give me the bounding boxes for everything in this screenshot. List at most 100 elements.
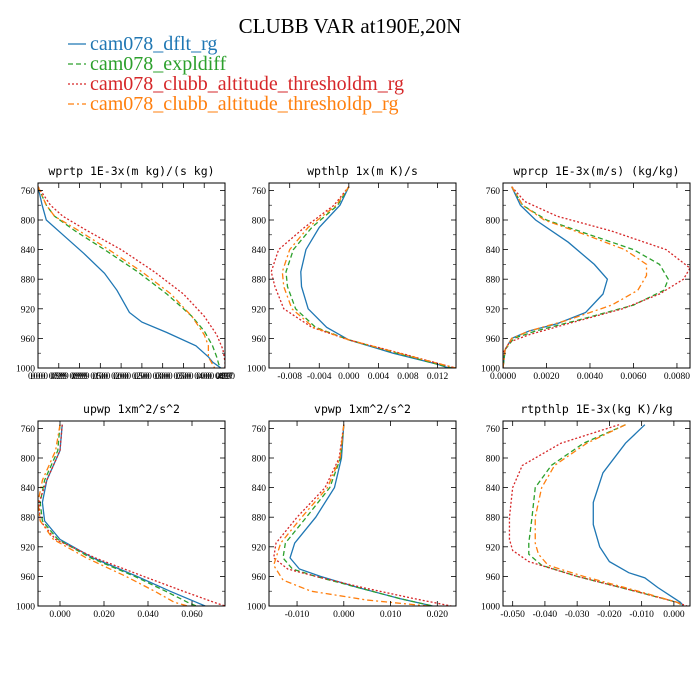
- x-tick-label: 0.0250000: [132, 372, 152, 382]
- x-tick-label: 0.008: [397, 372, 419, 382]
- plot-frame: [268, 182, 457, 369]
- series-line: [272, 424, 452, 606]
- plot-frame: [37, 182, 226, 369]
- series-line: [39, 424, 197, 606]
- legend-entry: cam078_clubb_altitude_thresholdm_rg: [90, 73, 404, 95]
- series-line: [38, 186, 216, 368]
- x-tick-label: 0.040: [137, 610, 159, 620]
- chart-panel: wprcp 1E-3x(m/s) (kg/kg) 760 800 840 880 920 9…: [481, 164, 691, 382]
- y-tick-label: 800: [21, 455, 36, 465]
- chart-panel: rtpthlp 1E-3x(kg K)/kg 760 800 840 880 920 960…: [481, 402, 691, 620]
- x-tick-label: 0.000: [49, 610, 71, 620]
- x-tick-label: 0.0040: [577, 372, 603, 382]
- x-tick-label: 0.010: [380, 610, 402, 620]
- x-tick-label: 0.000: [663, 610, 685, 620]
- series-line: [289, 424, 433, 606]
- x-tick-label: 0.012: [427, 372, 449, 382]
- y-tick-label: 840: [21, 246, 36, 256]
- y-tick-label: 800: [21, 217, 36, 227]
- x-tick-label: 0.020: [93, 610, 115, 620]
- y-tick-label: 920: [21, 543, 36, 553]
- series-line: [38, 186, 225, 368]
- x-tick-label: 0.0300000: [153, 372, 173, 382]
- series-line: [503, 186, 690, 368]
- x-tick-label: -0.030: [565, 610, 590, 620]
- y-tick-label: 920: [486, 543, 501, 553]
- x-tick-label: 0.000: [333, 610, 355, 620]
- legend: cam078_dflt_rgcam078_expldiffcam078_club…: [68, 33, 404, 115]
- chart-panel: wpthlp 1x(m K)/s 760 800 840 880 920 960 1000 -0…: [247, 164, 457, 382]
- y-tick-label: 800: [486, 455, 501, 465]
- y-tick-label: 1000: [247, 603, 266, 613]
- series-line: [272, 424, 429, 606]
- y-tick-label: 880: [252, 514, 267, 524]
- y-tick-label: 800: [486, 217, 501, 227]
- y-tick-label: 920: [252, 543, 267, 553]
- panel-title: wprcp 1E-3x(m/s) (kg/kg): [513, 164, 679, 178]
- x-tick-label: -0.020: [597, 610, 622, 620]
- x-tick-label: 0.0060: [620, 372, 646, 382]
- y-tick-label: 760: [486, 187, 501, 197]
- series-line: [41, 424, 206, 606]
- series-line: [503, 186, 669, 368]
- x-tick-label: 0.004: [368, 372, 390, 382]
- y-tick-label: 1000: [16, 365, 35, 375]
- y-tick-label: 920: [486, 305, 501, 315]
- series-line: [38, 186, 222, 368]
- x-tick-label: -0.010: [629, 610, 654, 620]
- y-tick-label: 760: [21, 187, 36, 197]
- x-tick-label: -0.050: [500, 610, 525, 620]
- plot-frame: [268, 420, 457, 607]
- x-tick-label: 0.060: [181, 610, 203, 620]
- x-tick-label: 0.0400000: [194, 372, 214, 382]
- y-tick-label: 960: [486, 335, 501, 345]
- y-tick-label: 840: [21, 484, 36, 494]
- y-tick-label: 960: [21, 573, 36, 583]
- series-line: [300, 186, 449, 368]
- panels: wprtp 1E-3x(m kg)/(s kg) 760 800 840 880 920 9…: [16, 164, 691, 620]
- y-tick-label: 880: [486, 514, 501, 524]
- y-tick-label: 800: [252, 217, 267, 227]
- series-line: [282, 424, 433, 606]
- series-line: [503, 186, 648, 368]
- y-tick-label: 760: [252, 187, 267, 197]
- x-tick-label: 0.000000: [28, 372, 48, 382]
- y-tick-label: 840: [486, 484, 501, 494]
- panel-title: upwp 1xm^2/s^2: [83, 402, 180, 416]
- y-tick-label: 840: [252, 246, 267, 256]
- series-line: [528, 424, 684, 606]
- series-line: [534, 424, 684, 606]
- y-tick-label: 960: [252, 573, 267, 583]
- series-line: [285, 186, 453, 368]
- x-tick-label: -0.008: [277, 372, 302, 382]
- panel-title: vpwp 1xm^2/s^2: [314, 402, 411, 416]
- series-line: [38, 424, 225, 606]
- series-line: [503, 186, 609, 368]
- legend-entry: cam078_expldiff: [90, 53, 227, 75]
- x-tick-label: 0.000: [338, 372, 360, 382]
- y-tick-label: 760: [252, 425, 267, 435]
- y-tick-label: 880: [486, 276, 501, 286]
- x-tick-label: 0.0000: [490, 372, 516, 382]
- panel-title: wprtp 1E-3x(m kg)/(s kg): [48, 164, 214, 178]
- y-tick-label: 1000: [481, 365, 500, 375]
- series-line: [38, 424, 188, 606]
- x-tick-label: 0.0080: [664, 372, 690, 382]
- legend-entry: cam078_dflt_rg: [90, 33, 217, 55]
- y-tick-label: 1000: [481, 603, 500, 613]
- x-tick-label: 0.0350000: [173, 372, 193, 382]
- x-tick-label: 0.0200000: [111, 372, 131, 382]
- plot-frame: [502, 182, 691, 369]
- y-tick-label: 760: [21, 425, 36, 435]
- series-line: [592, 424, 685, 606]
- panel-title: rtpthlp 1E-3x(kg K)/kg: [520, 402, 672, 416]
- y-tick-label: 880: [21, 276, 36, 286]
- y-tick-label: 840: [486, 246, 501, 256]
- series-line: [281, 186, 456, 368]
- panel-title: wpthlp 1x(m K)/s: [307, 164, 418, 178]
- x-tick-label: 0.00999999: [70, 372, 90, 382]
- y-tick-label: 920: [252, 305, 267, 315]
- y-tick-label: 880: [252, 276, 267, 286]
- x-tick-label: -0.010: [285, 610, 310, 620]
